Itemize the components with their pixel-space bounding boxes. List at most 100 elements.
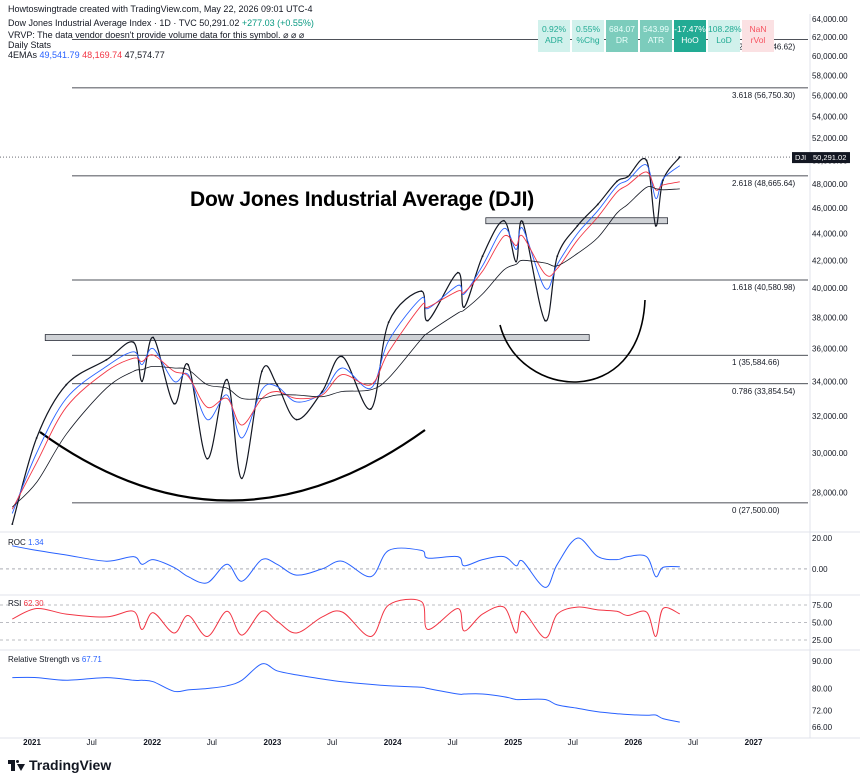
fib-level-label: 1.618 (40,580.98) — [732, 283, 795, 292]
rs-tick-label: 90.00 — [812, 657, 833, 666]
cup-curve — [39, 429, 426, 502]
x-tick-label: 2025 — [504, 738, 522, 747]
price-line — [11, 156, 681, 525]
daily-stats-table: 0.92% ADR 0.55% %Chg 684.07 DR 543.99 ATR -1… — [538, 20, 774, 52]
tradingview-logo[interactable]: TradingView — [8, 757, 111, 773]
price-point — [369, 408, 372, 410]
rsi-value: 62.30 — [23, 599, 44, 608]
created-by-text: Howtoswingtrade created with TradingView… — [8, 4, 313, 14]
price-point — [515, 260, 518, 263]
x-tick-label: 2026 — [624, 738, 642, 747]
roc-label[interactable]: ROC 1.34 — [8, 538, 44, 547]
price-point — [387, 321, 390, 324]
y-tick-label: 28,000.00 — [812, 489, 848, 498]
ema-legend[interactable]: 4EMAs 49,541.79 48,169.74 47,574.77 — [8, 50, 165, 60]
price-point — [456, 271, 459, 274]
price-point — [11, 523, 14, 525]
rsi-label[interactable]: RSI 62.30 — [8, 599, 44, 608]
y-tick-label: 38,000.00 — [812, 314, 848, 323]
stat-box: 108.28% LoD — [708, 20, 742, 52]
price-point — [426, 319, 429, 322]
price-point — [173, 402, 175, 405]
price-point — [187, 363, 190, 366]
y-tick-label: 60,000.00 — [812, 52, 848, 61]
y-tick-label: 62,000.00 — [812, 33, 848, 42]
y-tick-label: 42,000.00 — [812, 256, 848, 265]
last-price-badge-value: 50,291.02 — [813, 153, 846, 162]
daily-stats-label[interactable]: Daily Stats — [8, 40, 52, 50]
ema-slow-line — [12, 185, 680, 508]
stat-label: rVol — [750, 35, 766, 45]
fib-level-label: 0 (27,500.00) — [732, 506, 780, 515]
stat-label: ADR — [545, 35, 563, 45]
rs-tick-label: 72.00 — [812, 706, 833, 715]
ema-value-3: 47,574.77 — [124, 50, 165, 60]
price-point — [35, 437, 38, 439]
rsi-name: RSI — [8, 599, 22, 608]
price-point — [105, 358, 108, 361]
tradingview-logo-icon — [8, 759, 25, 771]
y-tick-label: 64,000.00 — [812, 15, 848, 24]
rs-label[interactable]: Relative Strength vs 67.71 — [8, 655, 102, 664]
symbol-line[interactable]: Dow Jones Industrial Average Index · 1D … — [8, 18, 314, 28]
rsi-tick-label: 50.00 — [812, 619, 833, 628]
fib-level-label: 1 (35,584.66) — [732, 358, 780, 367]
x-tick-label: Jul — [207, 738, 217, 747]
price-point — [152, 336, 155, 339]
zone-layer — [44, 217, 668, 341]
y-tick-label: 36,000.00 — [812, 345, 848, 354]
y-tick-label: 58,000.00 — [812, 71, 848, 80]
ema-mid-line — [11, 171, 680, 510]
stat-label: HoO — [681, 35, 699, 45]
y-tick-label: 30,000.00 — [812, 449, 848, 458]
handle-curve — [499, 299, 646, 383]
x-tick-label: Jul — [327, 738, 337, 747]
price-point — [521, 221, 524, 223]
stat-box: NaN rVol — [742, 20, 774, 52]
x-tick-label: 2024 — [384, 738, 402, 747]
stat-value: 0.55% — [575, 24, 601, 34]
roc-tick-label: 20.00 — [812, 534, 833, 543]
stat-label: DR — [615, 35, 629, 45]
stat-value: 684.07 — [609, 24, 635, 34]
stat-label: ATR — [647, 35, 665, 45]
fib-level-label: 0.786 (33,854.54) — [732, 387, 795, 396]
stat-value: 0.92% — [541, 24, 567, 34]
rs-line — [12, 663, 680, 723]
tradingview-wordmark: TradingView — [29, 757, 112, 773]
vrvp-line[interactable]: VRVP: The data vendor doesn't provide vo… — [8, 30, 304, 41]
stat-value: -17.47% — [674, 24, 706, 34]
rsi-line — [12, 598, 681, 639]
stat-value: 543.99 — [643, 24, 669, 34]
price-point — [463, 306, 465, 309]
y-tick-label: 34,000.00 — [812, 377, 848, 386]
eye-icon[interactable]: ⌀ ⌀ ⌀ — [283, 30, 305, 40]
rs-name: Relative Strength vs — [8, 655, 80, 664]
price-point — [341, 355, 344, 358]
stat-box: -17.47% HoO — [674, 20, 706, 52]
ema-value-2: 48,169.74 — [82, 50, 123, 60]
y-tick-label: 44,000.00 — [812, 230, 848, 239]
y-tick-label: 56,000.00 — [812, 91, 848, 100]
x-tick-label: 2021 — [23, 738, 41, 747]
price-point — [240, 477, 243, 480]
last-price: 50,291.02 — [199, 18, 240, 28]
price-point — [276, 383, 278, 386]
x-tick-label: Jul — [568, 738, 578, 747]
price-change: +277.03 (+0.55%) — [241, 18, 314, 28]
symbol-name: Dow Jones Industrial Average Index · 1D … — [8, 18, 197, 28]
price-point — [596, 203, 599, 206]
y-tick-label: 54,000.00 — [812, 112, 848, 121]
roc-name: ROC — [8, 538, 26, 547]
price-point — [206, 457, 209, 460]
ema-value-1: 49,541.79 — [39, 50, 80, 60]
price-point — [678, 156, 681, 158]
fib-level-label: 3.618 (56,750.30) — [732, 91, 795, 100]
price-point — [615, 180, 618, 183]
price-point — [132, 341, 135, 344]
grid-layer — [0, 14, 860, 739]
y-tick-label: 32,000.00 — [812, 412, 848, 421]
rs-value: 67.71 — [81, 655, 102, 664]
price-point — [503, 219, 505, 222]
